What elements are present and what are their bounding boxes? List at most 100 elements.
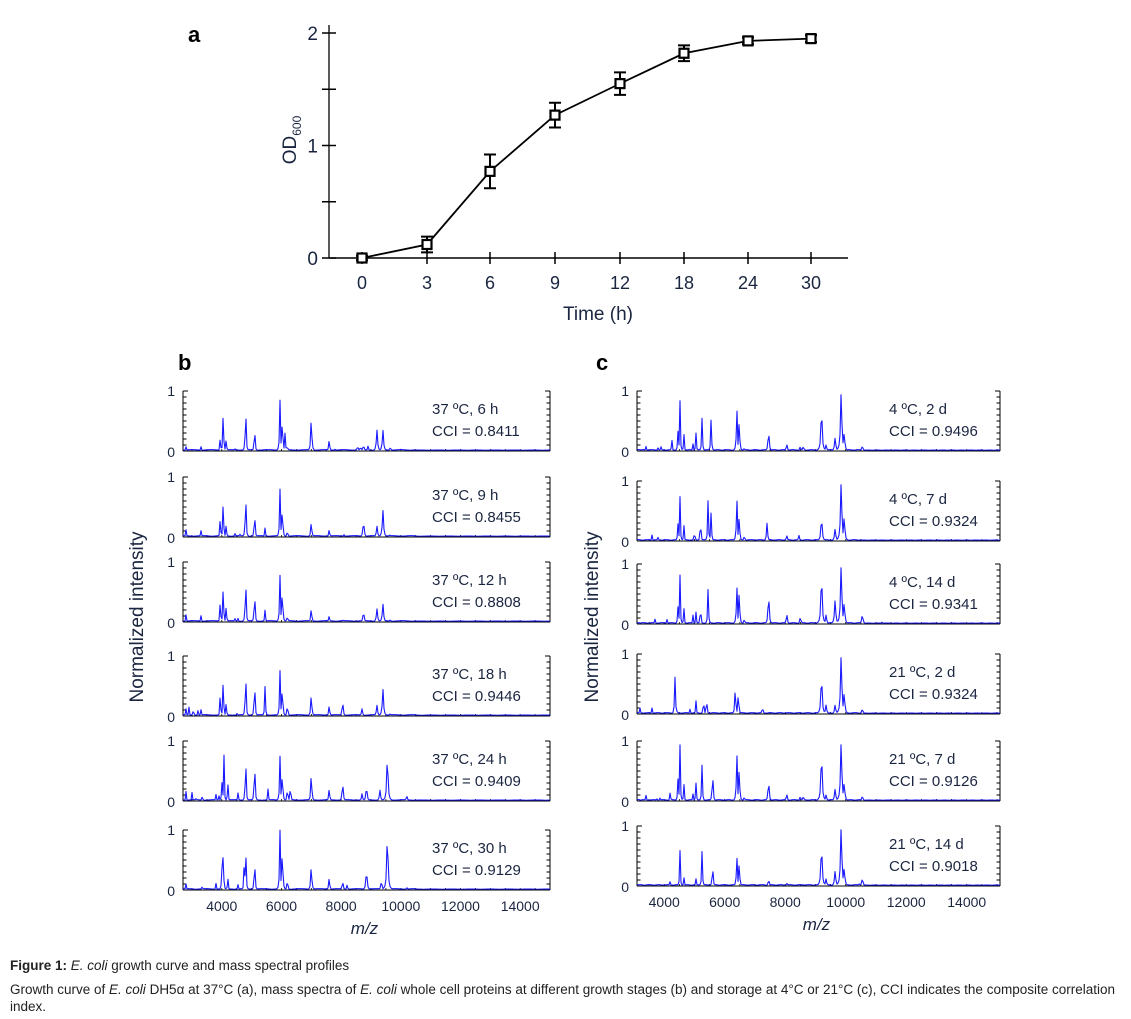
spectrum-trace: [182, 829, 550, 890]
data-point-marker: [805, 33, 817, 45]
y-tick-label: 1: [621, 733, 629, 749]
cci-label: CCI = 0.9341: [889, 596, 978, 613]
cci-label: CCI = 0.9126: [889, 773, 978, 790]
panel-label-b: b: [178, 350, 191, 375]
cci-label: CCI = 0.9324: [889, 513, 978, 530]
spectrum-trace: [183, 670, 551, 716]
spectrum-trace: [182, 754, 550, 801]
spectrum-trace: [182, 399, 550, 451]
data-point-marker: [549, 109, 561, 121]
caption-run: whole cell proteins at different growth …: [10, 982, 1116, 1014]
y-tick-label: 0: [167, 709, 175, 725]
y-tick-label: 1: [167, 822, 175, 838]
spectrum-subplot: 1 0 37 ºC, 6 h CCI = 0.8411: [167, 383, 551, 460]
x-axis-title: m/z: [351, 919, 379, 938]
x-tick-label: 14000: [947, 894, 986, 910]
x-tick-label: 10000: [826, 894, 865, 910]
condition-label: 37 ºC, 24 h: [432, 751, 507, 768]
condition-label: 21 ºC, 14 d: [889, 836, 964, 853]
x-tick-label: 24: [738, 273, 758, 293]
y-tick-label: 0: [167, 530, 175, 546]
spectrum-subplot: 1 0 4 ºC, 7 d CCI = 0.9324: [621, 473, 1001, 550]
cci-label: CCI = 0.9324: [889, 686, 978, 703]
y-tick-label: 1: [167, 469, 175, 485]
spectrum-subplot: 1 0 37 ºC, 9 h CCI = 0.8455: [167, 469, 551, 546]
spectrum-trace: [182, 574, 551, 622]
x-tick-label: 12000: [441, 898, 480, 914]
spectrum-subplot: 1 0 37 ºC, 30 h CCI = 0.9129: [167, 822, 551, 899]
y-tick-label: 0: [621, 879, 629, 895]
y-tick-label: 1: [307, 137, 318, 158]
cci-label: CCI = 0.8808: [432, 594, 521, 611]
spectrum-trace: [636, 657, 1001, 714]
y-tick-label: 1: [621, 556, 629, 572]
cci-label: CCI = 0.9129: [432, 862, 521, 879]
spectrum-subplot: 1 0 4 ºC, 2 d CCI = 0.9496: [621, 383, 1001, 460]
figure-caption-body: Growth curve of E. coli DH5α at 37°C (a)…: [10, 981, 1125, 1015]
x-axis-title: Time (h): [563, 304, 633, 325]
spectrum-subplot: 1 0 37 ºC, 12 h CCI = 0.8808: [167, 554, 551, 631]
x-tick-label: 6000: [266, 898, 297, 914]
spectrum-subplot: 1 0 21 ºC, 14 d CCI = 0.9018: [621, 818, 1001, 895]
data-point-marker: [742, 35, 754, 47]
y-tick-label: 0: [167, 794, 175, 810]
y-axis-title: Normalized intensity: [582, 531, 603, 703]
condition-label: 21 ºC, 7 d: [889, 751, 955, 768]
x-tick-label: 3: [422, 273, 432, 293]
cci-label: CCI = 0.9446: [432, 688, 521, 705]
y-tick-label: 1: [167, 554, 175, 570]
x-tick-label: 12000: [887, 894, 926, 910]
y-tick-label: 0: [621, 794, 629, 810]
caption-figure-number: Figure 1:: [10, 958, 68, 973]
panel-label-c: c: [596, 350, 608, 375]
y-tick-label: 0: [307, 249, 318, 270]
condition-label: 37 ºC, 9 h: [432, 487, 498, 504]
spectrum-trace: [636, 394, 1000, 451]
y-tick-label: 0: [621, 617, 629, 633]
condition-label: 4 ºC, 14 d: [889, 574, 955, 591]
spectrum-trace: [636, 744, 1000, 801]
cci-label: CCI = 0.9496: [889, 423, 978, 440]
x-tick-label: 12: [610, 273, 630, 293]
y-tick-label: 0: [621, 444, 629, 460]
y-axis-title: Normalized intensity: [127, 531, 148, 703]
caption-run: E. coli: [109, 982, 146, 997]
condition-label: 37 ºC, 18 h: [432, 666, 507, 683]
y-tick-label: 1: [167, 733, 175, 749]
y-tick-label: 1: [167, 383, 175, 399]
data-point-marker: [678, 47, 690, 59]
panel-c-spectra-storage: c Normalized intensity 1 0 4 ºC, 2 d CCI = 0.…: [582, 350, 1001, 934]
data-point-marker: [356, 252, 368, 264]
x-tick-label: 6000: [709, 894, 740, 910]
x-tick-label: 10000: [381, 898, 420, 914]
data-point-marker: [421, 238, 433, 251]
x-tick-label: 9: [550, 273, 560, 293]
spectrum-subplot: 1 0 21 ºC, 2 d CCI = 0.9324: [621, 646, 1001, 723]
growth-curve-line: [361, 37, 812, 259]
cci-label: CCI = 0.9018: [889, 858, 978, 875]
y-tick-label: 1: [621, 473, 629, 489]
y-tick-label: 0: [167, 444, 175, 460]
spectrum-trace: [636, 567, 1000, 624]
spectrum-trace: [183, 488, 550, 537]
x-tick-label: 14000: [501, 898, 540, 914]
condition-label: 37 ºC, 12 h: [432, 572, 507, 589]
spectrum-subplot: 1 0 37 ºC, 24 h CCI = 0.9409: [167, 733, 551, 810]
condition-label: 21 ºC, 2 d: [889, 664, 955, 681]
spectrum-trace: [636, 484, 1001, 541]
y-tick-label: 1: [621, 818, 629, 834]
cci-label: CCI = 0.9409: [432, 773, 521, 790]
x-axis-title: m/z: [803, 915, 831, 934]
y-axis-title: OD600: [280, 115, 304, 164]
x-tick-label: 8000: [326, 898, 357, 914]
y-tick-label: 1: [621, 646, 629, 662]
cci-label: CCI = 0.8411: [432, 423, 520, 440]
y-tick-label: 1: [621, 383, 629, 399]
spectrum-subplot: 1 0 4 ºC, 14 d CCI = 0.9341: [621, 556, 1001, 633]
y-tick-label: 0: [167, 883, 175, 899]
x-tick-label: 0: [357, 273, 367, 293]
caption-run: Growth curve of: [10, 982, 110, 997]
y-tick-label: 0: [621, 707, 629, 723]
